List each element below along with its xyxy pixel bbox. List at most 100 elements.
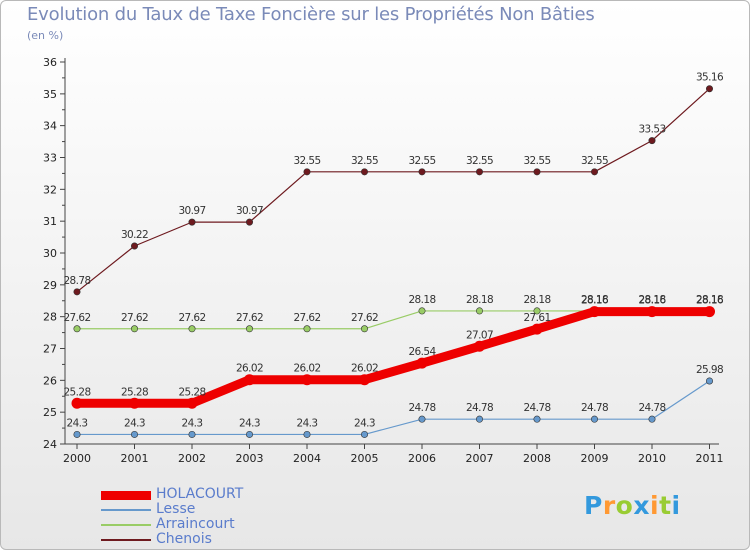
y-tick-label: 29 [43,279,57,292]
data-point-chenois [73,288,81,296]
y-tick-label: 32 [43,183,57,196]
data-point-chenois [705,85,713,93]
data-point-chenois [533,168,541,176]
data-point-arraincourt [475,307,483,315]
data-point-arraincourt [131,325,139,333]
y-tick-label: 35 [43,88,57,101]
data-label-chenois: 32.55 [408,155,435,167]
data-label-chenois: 32.55 [523,155,550,167]
data-label-arraincourt: 28.18 [638,294,665,306]
data-label-lesse: 24.78 [523,402,550,414]
x-tick-label: 2003 [236,452,264,465]
data-label-chenois: 30.97 [178,205,205,217]
data-point-holacourt [186,397,198,409]
data-label-holacourt: 26.02 [351,363,378,375]
data-point-arraincourt [533,307,541,315]
data-label-chenois: 33.53 [638,124,665,136]
data-label-lesse: 24.3 [297,417,318,429]
data-label-chenois: 28.78 [63,275,90,287]
data-label-holacourt: 28.16 [581,295,609,307]
data-point-chenois [188,218,196,226]
data-point-chenois [360,168,368,176]
data-label-chenois: 32.55 [581,155,608,167]
data-point-holacourt [704,306,715,318]
data-point-holacourt [301,374,313,386]
data-label-holacourt: 28.16 [638,295,666,307]
logo-letter: i [650,491,660,520]
data-point-holacourt [589,306,600,318]
data-point-lesse [533,415,541,423]
chart-title: Evolution du Taux de Taxe Foncière sur l… [27,4,595,25]
data-label-holacourt: 25.28 [178,386,205,398]
data-point-holacourt [244,374,255,386]
data-label-arraincourt: 27.62 [63,312,90,324]
data-point-lesse [705,377,713,385]
data-point-chenois [131,242,139,250]
data-label-chenois: 32.55 [351,155,378,167]
data-point-chenois [303,168,311,176]
legend-label: HOLACOURT [156,486,244,502]
data-point-lesse [188,430,196,438]
series-line-holacourt [72,307,714,408]
data-point-arraincourt [73,325,81,333]
data-point-lesse [648,415,656,423]
data-label-chenois: 32.55 [293,155,320,167]
data-point-holacourt [71,397,83,409]
data-label-holacourt: 25.28 [63,386,90,398]
x-tick-label: 2011 [696,452,724,465]
logo-letter: i [671,491,681,520]
data-point-holacourt [416,357,428,369]
legend-swatch [101,509,151,511]
logo-letter: r [602,491,616,520]
data-label-lesse: 24.78 [581,402,608,414]
data-label-chenois: 35.16 [696,72,724,84]
data-label-lesse: 24.3 [239,417,260,429]
data-label-chenois: 30.22 [121,229,148,241]
data-point-lesse [360,430,368,438]
legend-label: Arraincourt [156,516,235,532]
x-tick-label: 2002 [178,452,206,465]
y-tick-label: 28 [43,311,57,324]
x-tick-label: 2000 [63,452,91,465]
data-point-lesse [475,415,483,423]
data-point-lesse [418,415,426,423]
data-point-lesse [131,430,139,438]
data-label-arraincourt: 28.18 [523,294,550,306]
data-label-arraincourt: 28.18 [696,294,723,306]
data-point-arraincourt [418,307,426,315]
data-point-lesse [303,430,311,438]
data-label-holacourt: 26.02 [236,363,263,375]
data-point-lesse [590,415,598,423]
data-point-holacourt [646,306,658,318]
x-tick-label: 2009 [581,452,609,465]
legend-swatch [101,524,151,526]
data-label-holacourt: 26.54 [408,346,436,358]
logo-letter: o [615,491,634,520]
data-point-chenois [475,168,483,176]
y-tick-label: 31 [43,215,57,228]
logo-letter: t [659,491,672,520]
data-point-lesse [246,430,254,438]
data-label-arraincourt: 27.62 [178,312,205,324]
data-label-chenois: 30.97 [236,205,263,217]
data-label-arraincourt: 28.18 [466,294,493,306]
y-tick-label: 25 [43,406,57,419]
y-tick-label: 36 [43,56,57,69]
data-label-lesse: 24.3 [124,417,145,429]
data-point-arraincourt [360,325,368,333]
data-label-chenois: 32.55 [466,155,493,167]
legend-label: Chenois [156,531,212,547]
data-label-lesse: 24.3 [182,417,203,429]
data-label-arraincourt: 27.62 [236,312,263,324]
data-label-lesse: 24.3 [67,417,88,429]
y-tick-label: 33 [43,152,57,165]
data-label-lesse: 24.78 [466,402,493,414]
data-label-arraincourt: 27.62 [351,312,378,324]
data-point-holacourt [474,340,485,352]
y-tick-label: 30 [43,247,57,260]
data-point-holacourt [129,397,140,409]
x-tick-label: 2001 [121,452,149,465]
legend-label: Lesse [156,501,196,517]
